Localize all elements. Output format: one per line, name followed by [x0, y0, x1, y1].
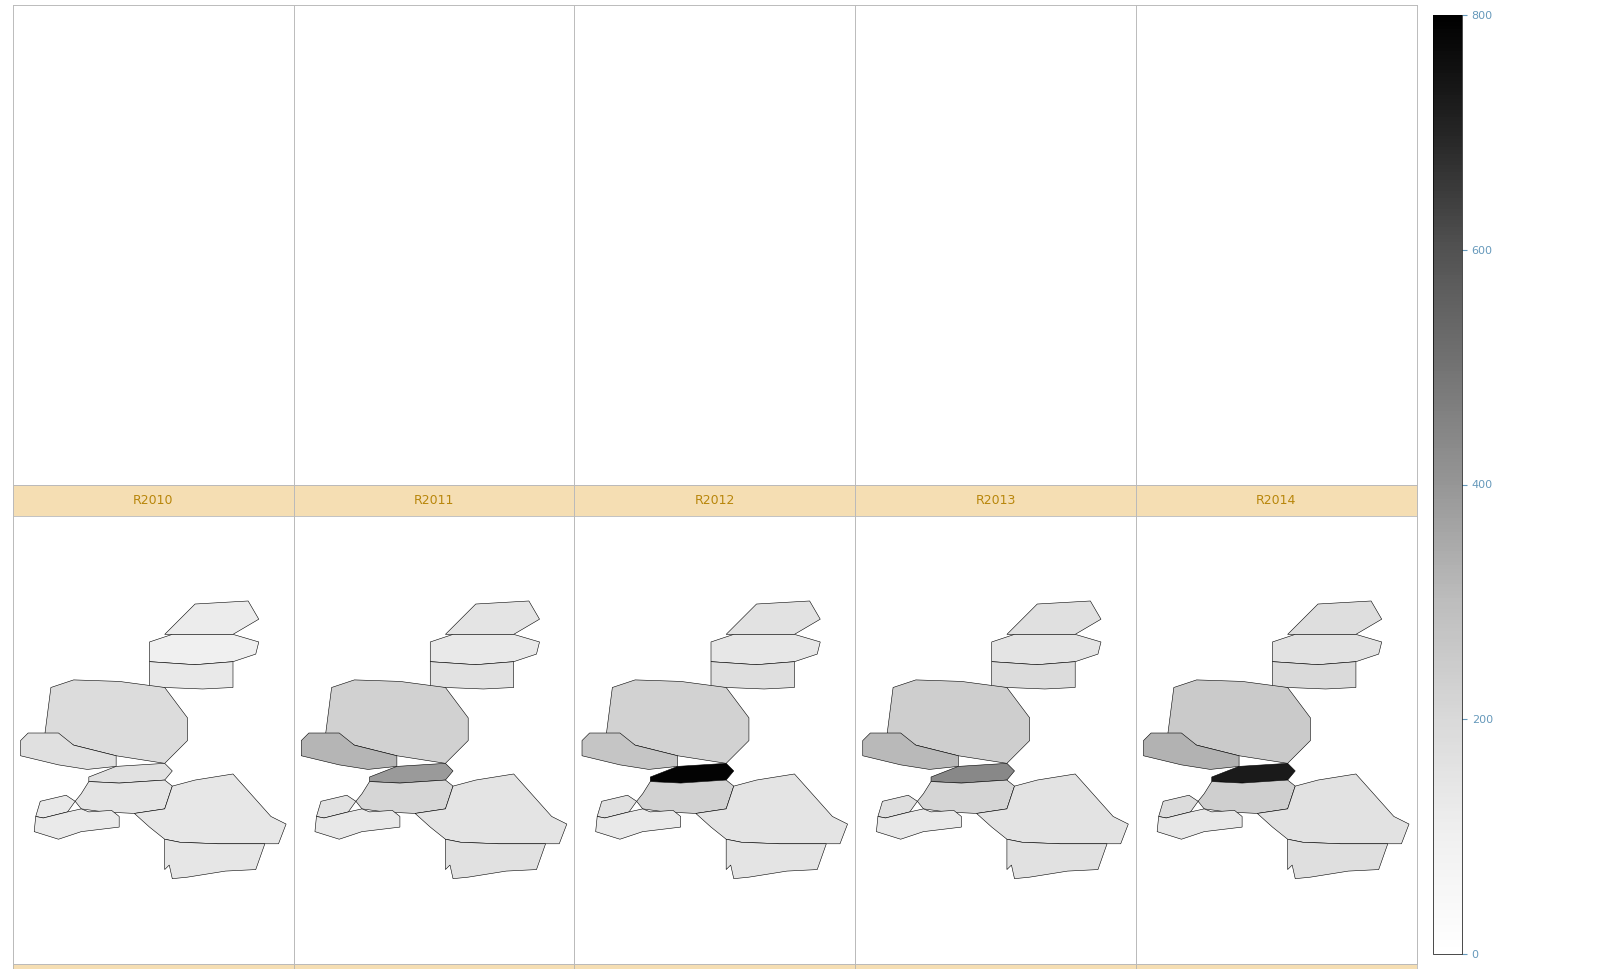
Polygon shape: [1167, 680, 1310, 764]
Polygon shape: [89, 764, 172, 783]
Polygon shape: [1198, 780, 1295, 813]
Polygon shape: [356, 780, 453, 813]
Polygon shape: [445, 601, 539, 635]
Polygon shape: [711, 662, 795, 689]
Polygon shape: [149, 635, 259, 665]
Text: R2013: R2013: [975, 493, 1015, 507]
Polygon shape: [21, 733, 117, 769]
Polygon shape: [1273, 635, 1381, 665]
Polygon shape: [414, 774, 567, 844]
Polygon shape: [45, 680, 188, 764]
Polygon shape: [976, 774, 1128, 844]
Polygon shape: [325, 680, 468, 764]
Polygon shape: [74, 780, 172, 813]
Polygon shape: [606, 680, 750, 764]
Polygon shape: [992, 635, 1101, 665]
Text: R2014: R2014: [1256, 493, 1297, 507]
Polygon shape: [1258, 774, 1409, 844]
Polygon shape: [316, 796, 356, 818]
Polygon shape: [992, 662, 1075, 689]
Polygon shape: [727, 601, 821, 635]
Polygon shape: [1273, 662, 1357, 689]
Polygon shape: [651, 764, 733, 783]
Polygon shape: [1007, 839, 1107, 879]
Polygon shape: [877, 796, 918, 818]
Polygon shape: [887, 680, 1030, 764]
Polygon shape: [636, 780, 733, 813]
Polygon shape: [727, 839, 826, 879]
Text: R2012: R2012: [695, 493, 735, 507]
Text: R2011: R2011: [414, 493, 455, 507]
Polygon shape: [165, 601, 259, 635]
Polygon shape: [931, 764, 1015, 783]
Polygon shape: [1143, 733, 1239, 769]
Polygon shape: [1158, 809, 1242, 839]
Polygon shape: [581, 733, 678, 769]
Polygon shape: [431, 662, 513, 689]
Polygon shape: [597, 796, 636, 818]
Polygon shape: [34, 809, 120, 839]
Polygon shape: [445, 839, 546, 879]
Polygon shape: [149, 662, 233, 689]
Polygon shape: [696, 774, 848, 844]
Polygon shape: [711, 635, 821, 665]
Polygon shape: [301, 733, 397, 769]
Polygon shape: [431, 635, 539, 665]
Polygon shape: [1159, 796, 1198, 818]
Polygon shape: [876, 809, 962, 839]
Polygon shape: [369, 764, 453, 783]
Polygon shape: [134, 774, 287, 844]
Text: R2010: R2010: [133, 493, 173, 507]
Polygon shape: [36, 796, 74, 818]
Polygon shape: [165, 839, 266, 879]
Polygon shape: [316, 809, 400, 839]
Polygon shape: [918, 780, 1015, 813]
Polygon shape: [596, 809, 680, 839]
Polygon shape: [1287, 839, 1387, 879]
Polygon shape: [863, 733, 958, 769]
Polygon shape: [1287, 601, 1381, 635]
Polygon shape: [1007, 601, 1101, 635]
Polygon shape: [1211, 764, 1295, 783]
